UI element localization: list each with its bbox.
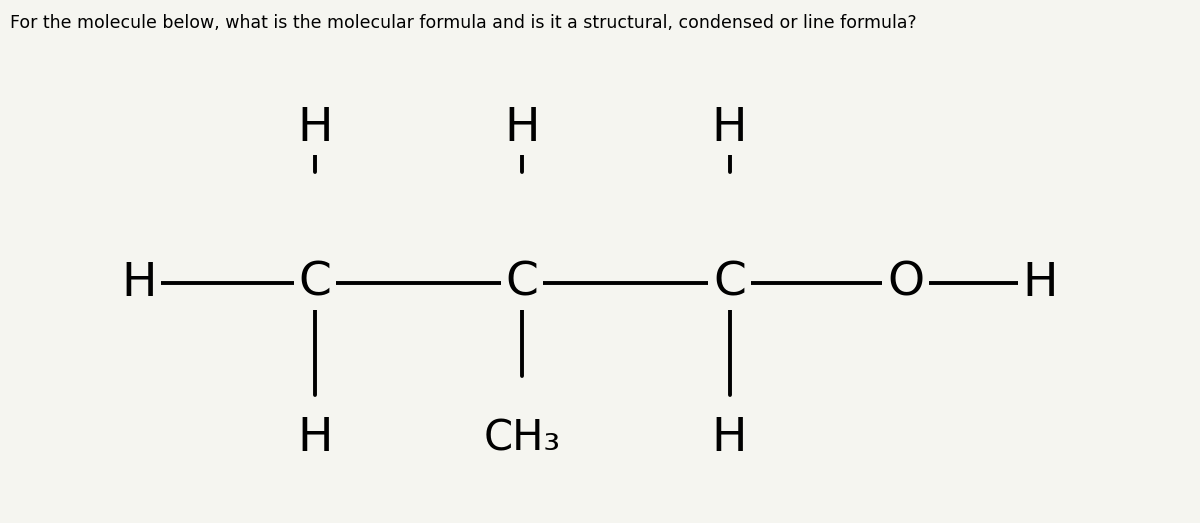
Text: H: H <box>298 106 332 151</box>
Text: C: C <box>713 260 746 306</box>
Text: C: C <box>299 260 331 306</box>
Text: H: H <box>712 416 748 461</box>
Text: C: C <box>506 260 539 306</box>
Text: H: H <box>712 106 748 151</box>
Text: H: H <box>121 260 157 306</box>
Text: CH₃: CH₃ <box>484 417 560 459</box>
Text: H: H <box>504 106 540 151</box>
Text: H: H <box>1022 260 1058 306</box>
Text: H: H <box>298 416 332 461</box>
Text: For the molecule below, what is the molecular formula and is it a structural, co: For the molecule below, what is the mole… <box>10 15 917 32</box>
Text: O: O <box>887 260 924 306</box>
